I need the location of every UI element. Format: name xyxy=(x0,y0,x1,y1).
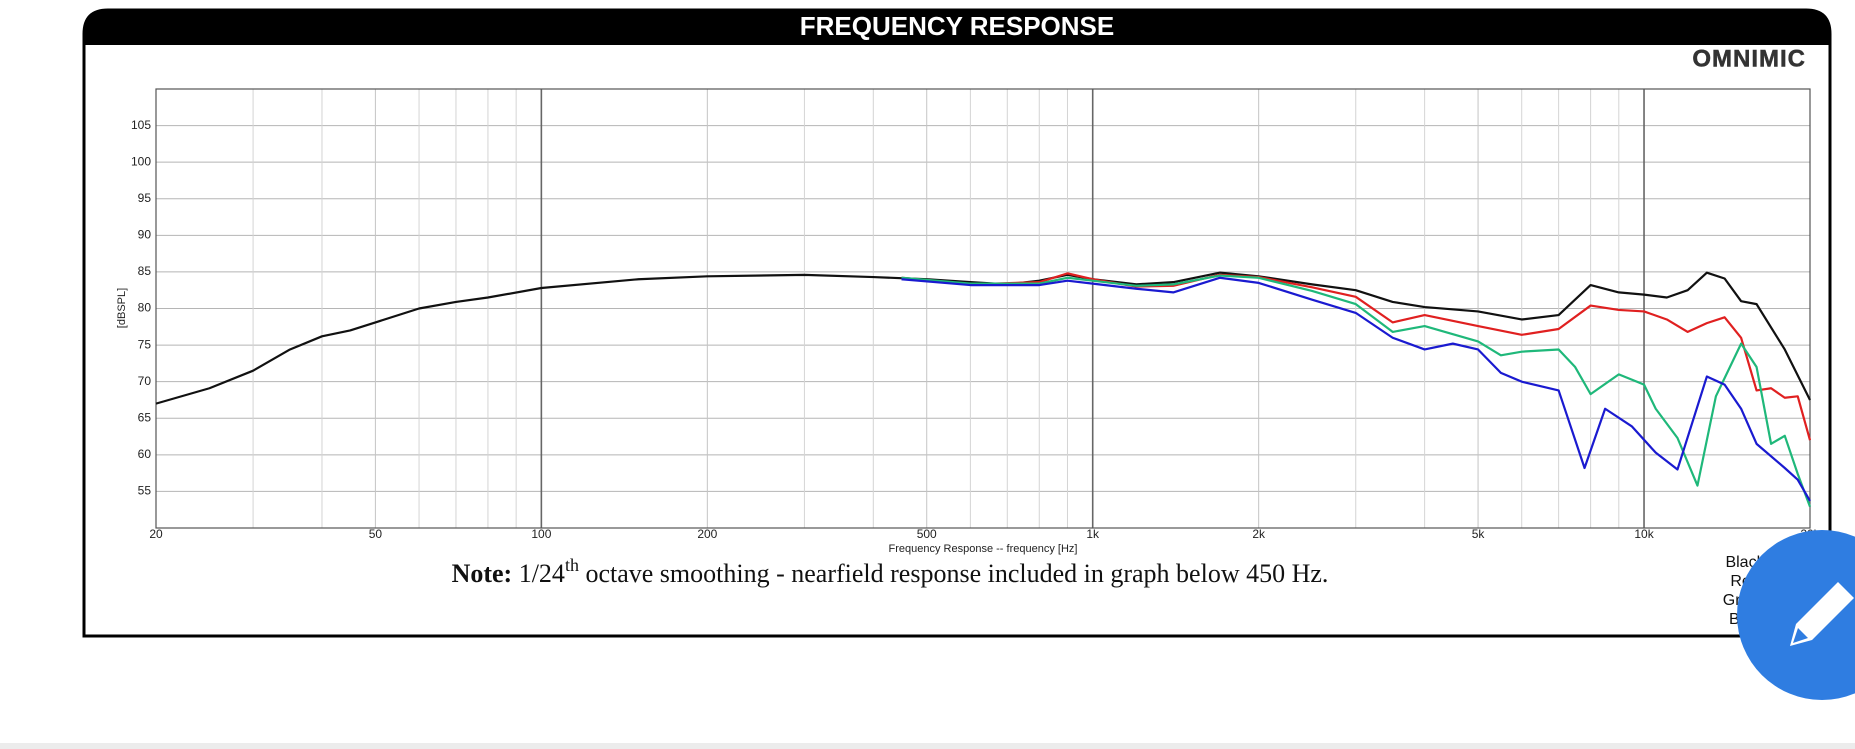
y-tick-label: 95 xyxy=(138,191,152,205)
edit-button-circle[interactable] xyxy=(1737,530,1855,700)
logo: OMNIMIC xyxy=(1692,45,1806,72)
bottom-bar xyxy=(0,743,1855,749)
chart-title: FREQUENCY RESPONSE xyxy=(800,11,1114,41)
y-axis-label: [dBSPL] xyxy=(116,288,128,328)
edit-button[interactable] xyxy=(1737,530,1855,700)
chart-card: FREQUENCY RESPONSE OMNIMIC [dBSPL] Frequ… xyxy=(82,8,1832,638)
y-tick-label: 65 xyxy=(138,410,152,424)
note-text: 1/24 xyxy=(519,559,565,588)
x-tick-label: 10k xyxy=(1634,527,1654,541)
note-sup: th xyxy=(565,555,579,575)
y-tick-label: 75 xyxy=(138,337,152,351)
note-rest: octave smoothing - nearfield response in… xyxy=(585,559,1328,588)
x-tick-label: 100 xyxy=(531,527,551,541)
y-tick-label: 60 xyxy=(138,447,152,461)
note-label: Note: xyxy=(452,559,513,588)
x-tick-label: 200 xyxy=(697,527,717,541)
y-tick-label: 85 xyxy=(138,264,152,278)
y-tick-label: 105 xyxy=(131,118,151,132)
y-tick-label: 90 xyxy=(138,228,152,242)
x-tick-label: 2k xyxy=(1252,527,1266,541)
x-tick-label: 500 xyxy=(917,527,937,541)
x-tick-label: 5k xyxy=(1472,527,1486,541)
y-tick-label: 55 xyxy=(138,484,152,498)
series-line xyxy=(901,276,1811,502)
x-tick-label: 20 xyxy=(149,527,163,541)
x-tick-label: 1k xyxy=(1086,527,1100,541)
note: Note: 1/24th octave smoothing - nearfiel… xyxy=(452,550,1329,588)
plot-area: 55 60 65 70 75 80 85 90 95 100 105 20 50 100 200 500 1k 2… xyxy=(131,88,1821,541)
pencil-icon[interactable] xyxy=(1790,582,1854,646)
y-tick-label: 70 xyxy=(138,374,152,388)
y-tick-label: 100 xyxy=(131,154,151,168)
plot-frame xyxy=(155,88,1811,529)
x-tick-label: 50 xyxy=(369,527,383,541)
y-tick-label: 80 xyxy=(138,301,152,315)
header-bar xyxy=(84,10,1830,45)
x-axis-label: Frequency Response -- frequency [Hz] xyxy=(889,543,1078,555)
series-line xyxy=(155,271,1811,405)
series-line xyxy=(901,274,1812,508)
